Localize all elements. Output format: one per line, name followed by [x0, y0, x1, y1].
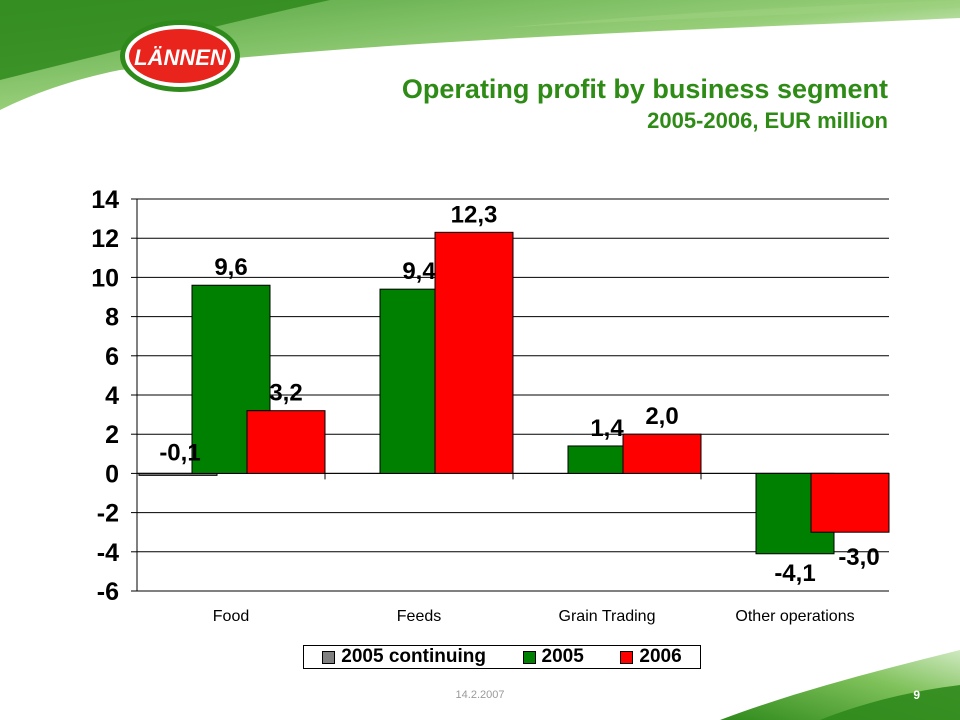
legend-swatch-2005: [522, 650, 536, 664]
y-tick-label: 0: [105, 460, 119, 488]
y-tick-label: 2: [105, 421, 119, 449]
page-number: 9: [913, 688, 920, 702]
data-label: 1,4: [590, 415, 624, 442]
y-tick-label: 6: [105, 343, 119, 371]
bar-food-2005: [191, 284, 271, 474]
legend-label-2006: 2006: [639, 646, 682, 667]
x-category-label: Food: [213, 608, 249, 625]
data-label: 2,0: [645, 403, 678, 430]
slide-title-block: Operating profit by business segment 200…: [402, 72, 888, 136]
legend-label-2005: 2005: [541, 646, 584, 667]
x-category-label: Other operations: [735, 608, 854, 625]
legend-item-2005: 2005: [522, 646, 584, 668]
bar-food-2005-continuing: [138, 472, 218, 476]
x-category-label: Grain Trading: [559, 608, 656, 625]
bar-grain-trading-2006: [622, 433, 702, 474]
chart-legend: 2005 continuing 2005 2006: [303, 645, 701, 669]
data-label: -4,1: [774, 560, 815, 587]
legend-swatch-2006: [620, 650, 634, 664]
data-label: 9,4: [402, 258, 436, 285]
bar-feeds-2006: [434, 231, 514, 474]
footer-date: 14.2.2007: [455, 689, 505, 701]
slide-subtitle: 2005-2006, EUR million: [647, 108, 888, 133]
logo-text: LÄNNEN: [134, 45, 227, 70]
legend-swatch-2005-continuing: [322, 650, 336, 664]
y-tick-label: 8: [105, 304, 119, 332]
legend-label-2005-continuing: 2005 continuing: [341, 646, 486, 667]
y-tick-label: 4: [105, 382, 119, 410]
x-category-label: Feeds: [397, 608, 441, 625]
data-label: 12,3: [451, 201, 498, 228]
data-label: -0,1: [159, 439, 200, 466]
y-tick-label: 10: [91, 264, 119, 292]
slide-title: Operating profit by business segment: [401, 74, 888, 104]
y-tick-label: 12: [91, 225, 119, 253]
y-tick-label: -6: [97, 578, 119, 606]
data-label: -3,0: [838, 544, 879, 571]
legend-item-2006: 2006: [620, 646, 682, 668]
bar-food-2006: [246, 410, 326, 474]
data-label: 3,2: [269, 380, 302, 407]
legend-item-2005-continuing: 2005 continuing: [322, 646, 486, 668]
data-label: 9,6: [214, 254, 247, 281]
lannen-logo: LÄNNEN: [120, 20, 240, 92]
bar-other-operations-2006: [810, 472, 890, 533]
y-tick-label: -2: [97, 500, 119, 528]
y-tick-label: -4: [97, 539, 119, 567]
y-tick-label: 14: [91, 186, 119, 214]
